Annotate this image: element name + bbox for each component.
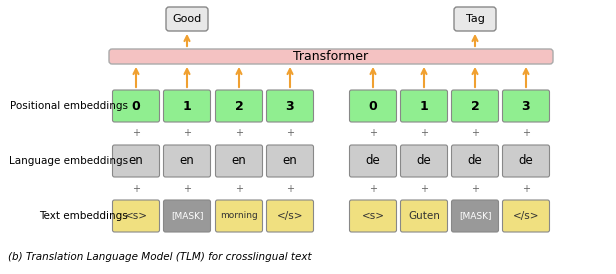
FancyBboxPatch shape [163, 145, 211, 177]
Text: 1: 1 [182, 99, 192, 113]
Text: </s>: </s> [277, 211, 303, 221]
Text: Text embeddings: Text embeddings [39, 211, 128, 221]
Text: +: + [132, 129, 140, 138]
FancyBboxPatch shape [109, 49, 553, 64]
Text: +: + [235, 129, 243, 138]
Text: en: en [180, 155, 195, 167]
FancyBboxPatch shape [216, 90, 262, 122]
Text: (b) Translation Language Model (TLM) for crosslingual text: (b) Translation Language Model (TLM) for… [8, 252, 312, 262]
FancyBboxPatch shape [349, 90, 397, 122]
Text: +: + [369, 129, 377, 138]
FancyBboxPatch shape [454, 7, 496, 31]
Text: +: + [286, 184, 294, 193]
FancyBboxPatch shape [267, 145, 314, 177]
Text: +: + [183, 129, 191, 138]
Text: Transformer: Transformer [293, 50, 368, 63]
Text: </s>: </s> [513, 211, 539, 221]
Text: +: + [420, 129, 428, 138]
FancyBboxPatch shape [113, 90, 160, 122]
Text: [MASK]: [MASK] [171, 212, 203, 221]
FancyBboxPatch shape [113, 200, 160, 232]
FancyBboxPatch shape [349, 200, 397, 232]
Text: Tag: Tag [466, 14, 484, 24]
FancyBboxPatch shape [166, 7, 208, 31]
FancyBboxPatch shape [113, 145, 160, 177]
FancyBboxPatch shape [267, 90, 314, 122]
Text: +: + [522, 129, 530, 138]
FancyBboxPatch shape [452, 90, 498, 122]
Text: de: de [519, 155, 533, 167]
Text: 0: 0 [132, 99, 140, 113]
FancyBboxPatch shape [163, 200, 211, 232]
Text: de: de [468, 155, 482, 167]
Text: 1: 1 [419, 99, 428, 113]
Text: de: de [366, 155, 380, 167]
FancyBboxPatch shape [163, 90, 211, 122]
Text: +: + [132, 184, 140, 193]
FancyBboxPatch shape [503, 200, 549, 232]
Text: en: en [232, 155, 246, 167]
FancyBboxPatch shape [267, 200, 314, 232]
Text: +: + [471, 184, 479, 193]
Text: en: en [283, 155, 298, 167]
Text: +: + [522, 184, 530, 193]
Text: +: + [183, 184, 191, 193]
Text: 0: 0 [368, 99, 378, 113]
Text: en: en [129, 155, 144, 167]
Text: <s>: <s> [362, 211, 384, 221]
FancyBboxPatch shape [349, 145, 397, 177]
FancyBboxPatch shape [216, 200, 262, 232]
Text: Good: Good [172, 14, 201, 24]
Text: +: + [286, 129, 294, 138]
Text: 2: 2 [471, 99, 479, 113]
Text: de: de [416, 155, 431, 167]
FancyBboxPatch shape [452, 200, 498, 232]
Text: +: + [420, 184, 428, 193]
Text: +: + [471, 129, 479, 138]
Text: Language embeddings: Language embeddings [9, 156, 128, 166]
FancyBboxPatch shape [452, 145, 498, 177]
FancyBboxPatch shape [400, 90, 447, 122]
FancyBboxPatch shape [503, 145, 549, 177]
Text: 3: 3 [286, 99, 294, 113]
Text: <s>: <s> [124, 211, 147, 221]
Text: morning: morning [220, 212, 258, 221]
Text: +: + [235, 184, 243, 193]
Text: 3: 3 [522, 99, 530, 113]
FancyBboxPatch shape [400, 200, 447, 232]
FancyBboxPatch shape [400, 145, 447, 177]
FancyBboxPatch shape [216, 145, 262, 177]
FancyBboxPatch shape [503, 90, 549, 122]
Text: Positional embeddings: Positional embeddings [10, 101, 128, 111]
Text: Guten: Guten [408, 211, 440, 221]
Text: +: + [369, 184, 377, 193]
Text: 2: 2 [235, 99, 243, 113]
Text: [MASK]: [MASK] [459, 212, 491, 221]
